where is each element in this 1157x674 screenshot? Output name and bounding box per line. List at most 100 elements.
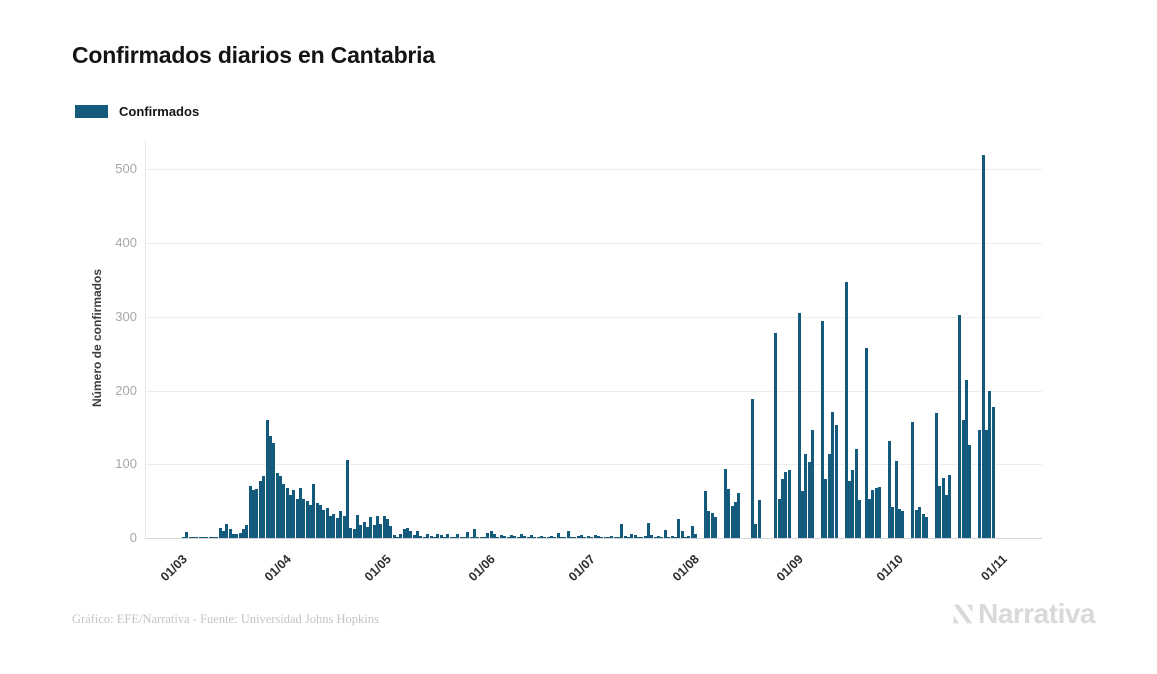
brand-name: Narrativa: [978, 598, 1095, 629]
bar: [288, 495, 292, 538]
bar: [426, 533, 430, 538]
gridline-y-500: [145, 169, 1042, 171]
bar: [570, 536, 574, 538]
bar: [503, 535, 507, 538]
bar: [526, 537, 530, 538]
bar: [275, 473, 279, 538]
bar: [703, 490, 707, 538]
bar: [493, 534, 497, 538]
x-tick-label: 01/10: [874, 552, 907, 585]
bar: [419, 535, 423, 538]
bar: [402, 529, 406, 538]
gridline-y-400: [145, 243, 1042, 245]
bar: [543, 537, 547, 538]
bar: [784, 472, 788, 538]
bar: [941, 477, 945, 538]
bar: [462, 536, 466, 538]
bar: [456, 534, 460, 538]
bar: [379, 524, 383, 538]
bar: [412, 535, 416, 538]
bar: [643, 535, 647, 538]
legend: Confirmados: [75, 104, 199, 119]
bar: [867, 498, 871, 538]
bar: [319, 504, 323, 538]
bar: [198, 537, 202, 538]
bar: [473, 529, 477, 538]
bar: [730, 505, 734, 538]
bar: [355, 515, 359, 538]
bar: [811, 430, 815, 538]
bar: [690, 526, 694, 538]
bar: [262, 476, 266, 538]
bar: [409, 530, 413, 538]
bar: [242, 529, 246, 538]
bar: [479, 537, 483, 538]
bar: [392, 535, 396, 538]
bar: [436, 534, 440, 538]
bar: [268, 435, 272, 538]
bar: [901, 511, 905, 538]
bar: [509, 535, 513, 538]
x-tick-label: 01/06: [465, 552, 498, 585]
bar: [667, 536, 671, 538]
bar: [670, 535, 674, 538]
bar: [362, 521, 366, 538]
bar: [734, 501, 738, 538]
bar: [342, 515, 346, 538]
bar: [563, 536, 567, 538]
gridline-y-200: [145, 390, 1042, 392]
bar: [312, 484, 316, 538]
bar: [282, 484, 286, 538]
source-credit: Gráfico: EFE/Narrativa - Fuente: Univers…: [72, 612, 379, 626]
bar: [824, 479, 828, 538]
bar: [389, 526, 393, 538]
x-tick-label: 01/04: [261, 552, 294, 585]
x-tick-label: 01/08: [669, 552, 702, 585]
bar: [657, 535, 661, 538]
bar: [640, 536, 644, 538]
bar: [550, 535, 553, 538]
bar: [660, 536, 664, 538]
bar: [573, 537, 577, 538]
bar: [757, 499, 761, 538]
bar: [991, 406, 995, 538]
bar: [583, 536, 587, 538]
bar: [442, 536, 446, 538]
bar: [707, 511, 711, 538]
bar: [432, 536, 436, 538]
bar: [831, 411, 835, 538]
bar: [191, 537, 195, 538]
bar: [714, 516, 717, 538]
bar: [225, 524, 229, 538]
bar: [787, 470, 791, 538]
bar: [623, 535, 627, 538]
bar: [918, 507, 922, 538]
bar: [399, 533, 403, 538]
bar: [553, 537, 557, 538]
bar: [851, 470, 855, 538]
bar: [750, 398, 754, 538]
bar: [857, 500, 861, 538]
bar: [449, 536, 453, 538]
bar: [687, 535, 691, 538]
bar: [777, 498, 781, 538]
bar: [596, 535, 600, 538]
legend-swatch-icon: [75, 104, 108, 118]
bar: [680, 530, 684, 538]
bar: [610, 535, 614, 538]
bar: [369, 517, 373, 538]
bar: [406, 528, 410, 538]
bar: [533, 537, 537, 538]
y-axis-line: [145, 140, 146, 538]
narrativa-logo-icon: [953, 604, 973, 624]
bar: [556, 532, 560, 538]
bar: [205, 537, 209, 538]
x-tick-label: 01/09: [773, 552, 806, 585]
bar: [827, 453, 831, 538]
bar: [215, 536, 219, 538]
bar: [965, 379, 969, 538]
bar: [422, 536, 426, 538]
bar: [345, 459, 349, 538]
bar: [985, 429, 989, 538]
bar: [396, 536, 400, 538]
